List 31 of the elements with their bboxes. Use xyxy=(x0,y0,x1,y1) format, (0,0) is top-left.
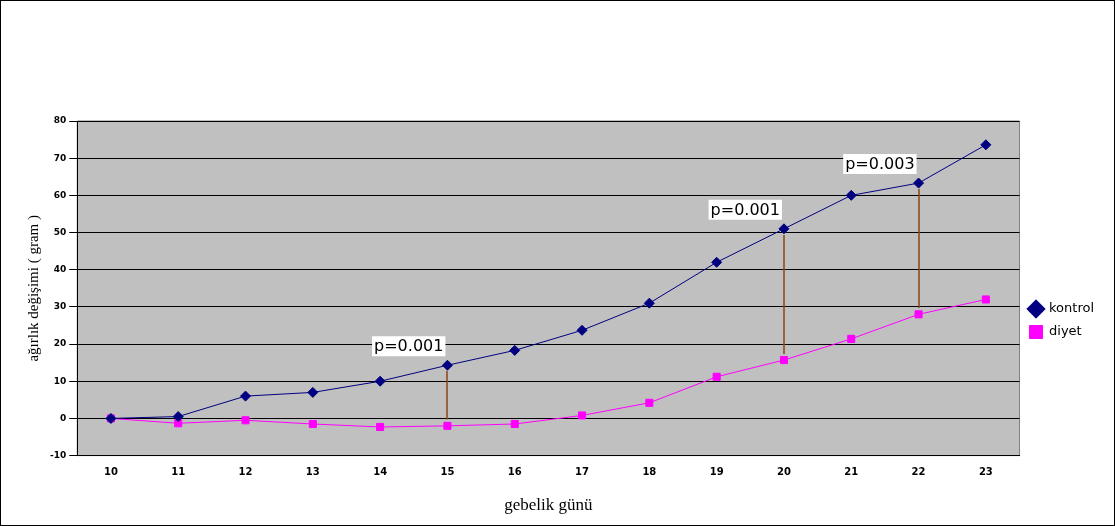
y-tick-label: 30 xyxy=(53,301,67,312)
x-tick-label: 15 xyxy=(440,466,455,478)
y-tick-label: 50 xyxy=(53,226,67,237)
x-tick-label: 22 xyxy=(911,466,926,478)
x-tick-label: 17 xyxy=(575,466,590,478)
y-tick-label: 0 xyxy=(59,412,67,423)
legend-label: kontrol xyxy=(1049,300,1094,316)
y-tick-label: -10 xyxy=(49,449,67,460)
x-tick-label: 10 xyxy=(103,466,118,478)
x-tick-label: 16 xyxy=(507,466,522,478)
legend-label: diyet xyxy=(1049,323,1082,339)
x-tick-label: 23 xyxy=(978,466,993,478)
y-tick-label: 10 xyxy=(53,375,67,386)
annotation: p=0.001 xyxy=(710,199,780,219)
x-tick-label: 11 xyxy=(171,466,186,478)
x-axis-title: gebelik günü xyxy=(504,495,594,515)
annotation: p=0.001 xyxy=(374,336,444,356)
x-tick-label: 13 xyxy=(305,466,320,478)
x-tick-label: 21 xyxy=(844,466,859,478)
x-tick-label: 18 xyxy=(642,466,657,478)
x-tick-label: 12 xyxy=(238,466,253,478)
y-tick-label: 20 xyxy=(53,338,67,349)
y-tick-label: 40 xyxy=(53,264,67,275)
x-tick-label: 19 xyxy=(709,466,724,478)
y-axis-title: ağırlık değişimi ( gram ) xyxy=(24,214,42,362)
x-tick-label: 14 xyxy=(373,466,388,478)
y-tick-label: 60 xyxy=(53,189,67,200)
y-tick-label: 80 xyxy=(53,115,67,126)
annotation: p=0.003 xyxy=(845,154,915,174)
x-tick-label: 20 xyxy=(776,466,791,478)
y-tick-label: 70 xyxy=(53,152,67,163)
